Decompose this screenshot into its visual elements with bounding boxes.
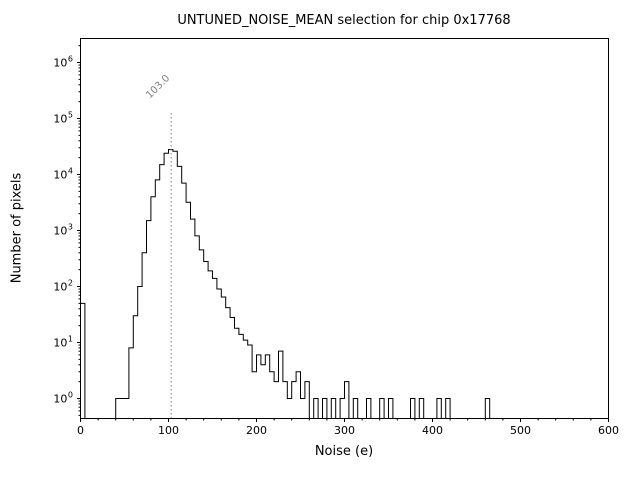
y-axis-label: Number of pixels: [9, 172, 25, 284]
x-axis-label: Noise (e): [314, 444, 374, 459]
chart-title: UNTUNED_NOISE_MEAN selection for chip 0x…: [177, 13, 511, 28]
